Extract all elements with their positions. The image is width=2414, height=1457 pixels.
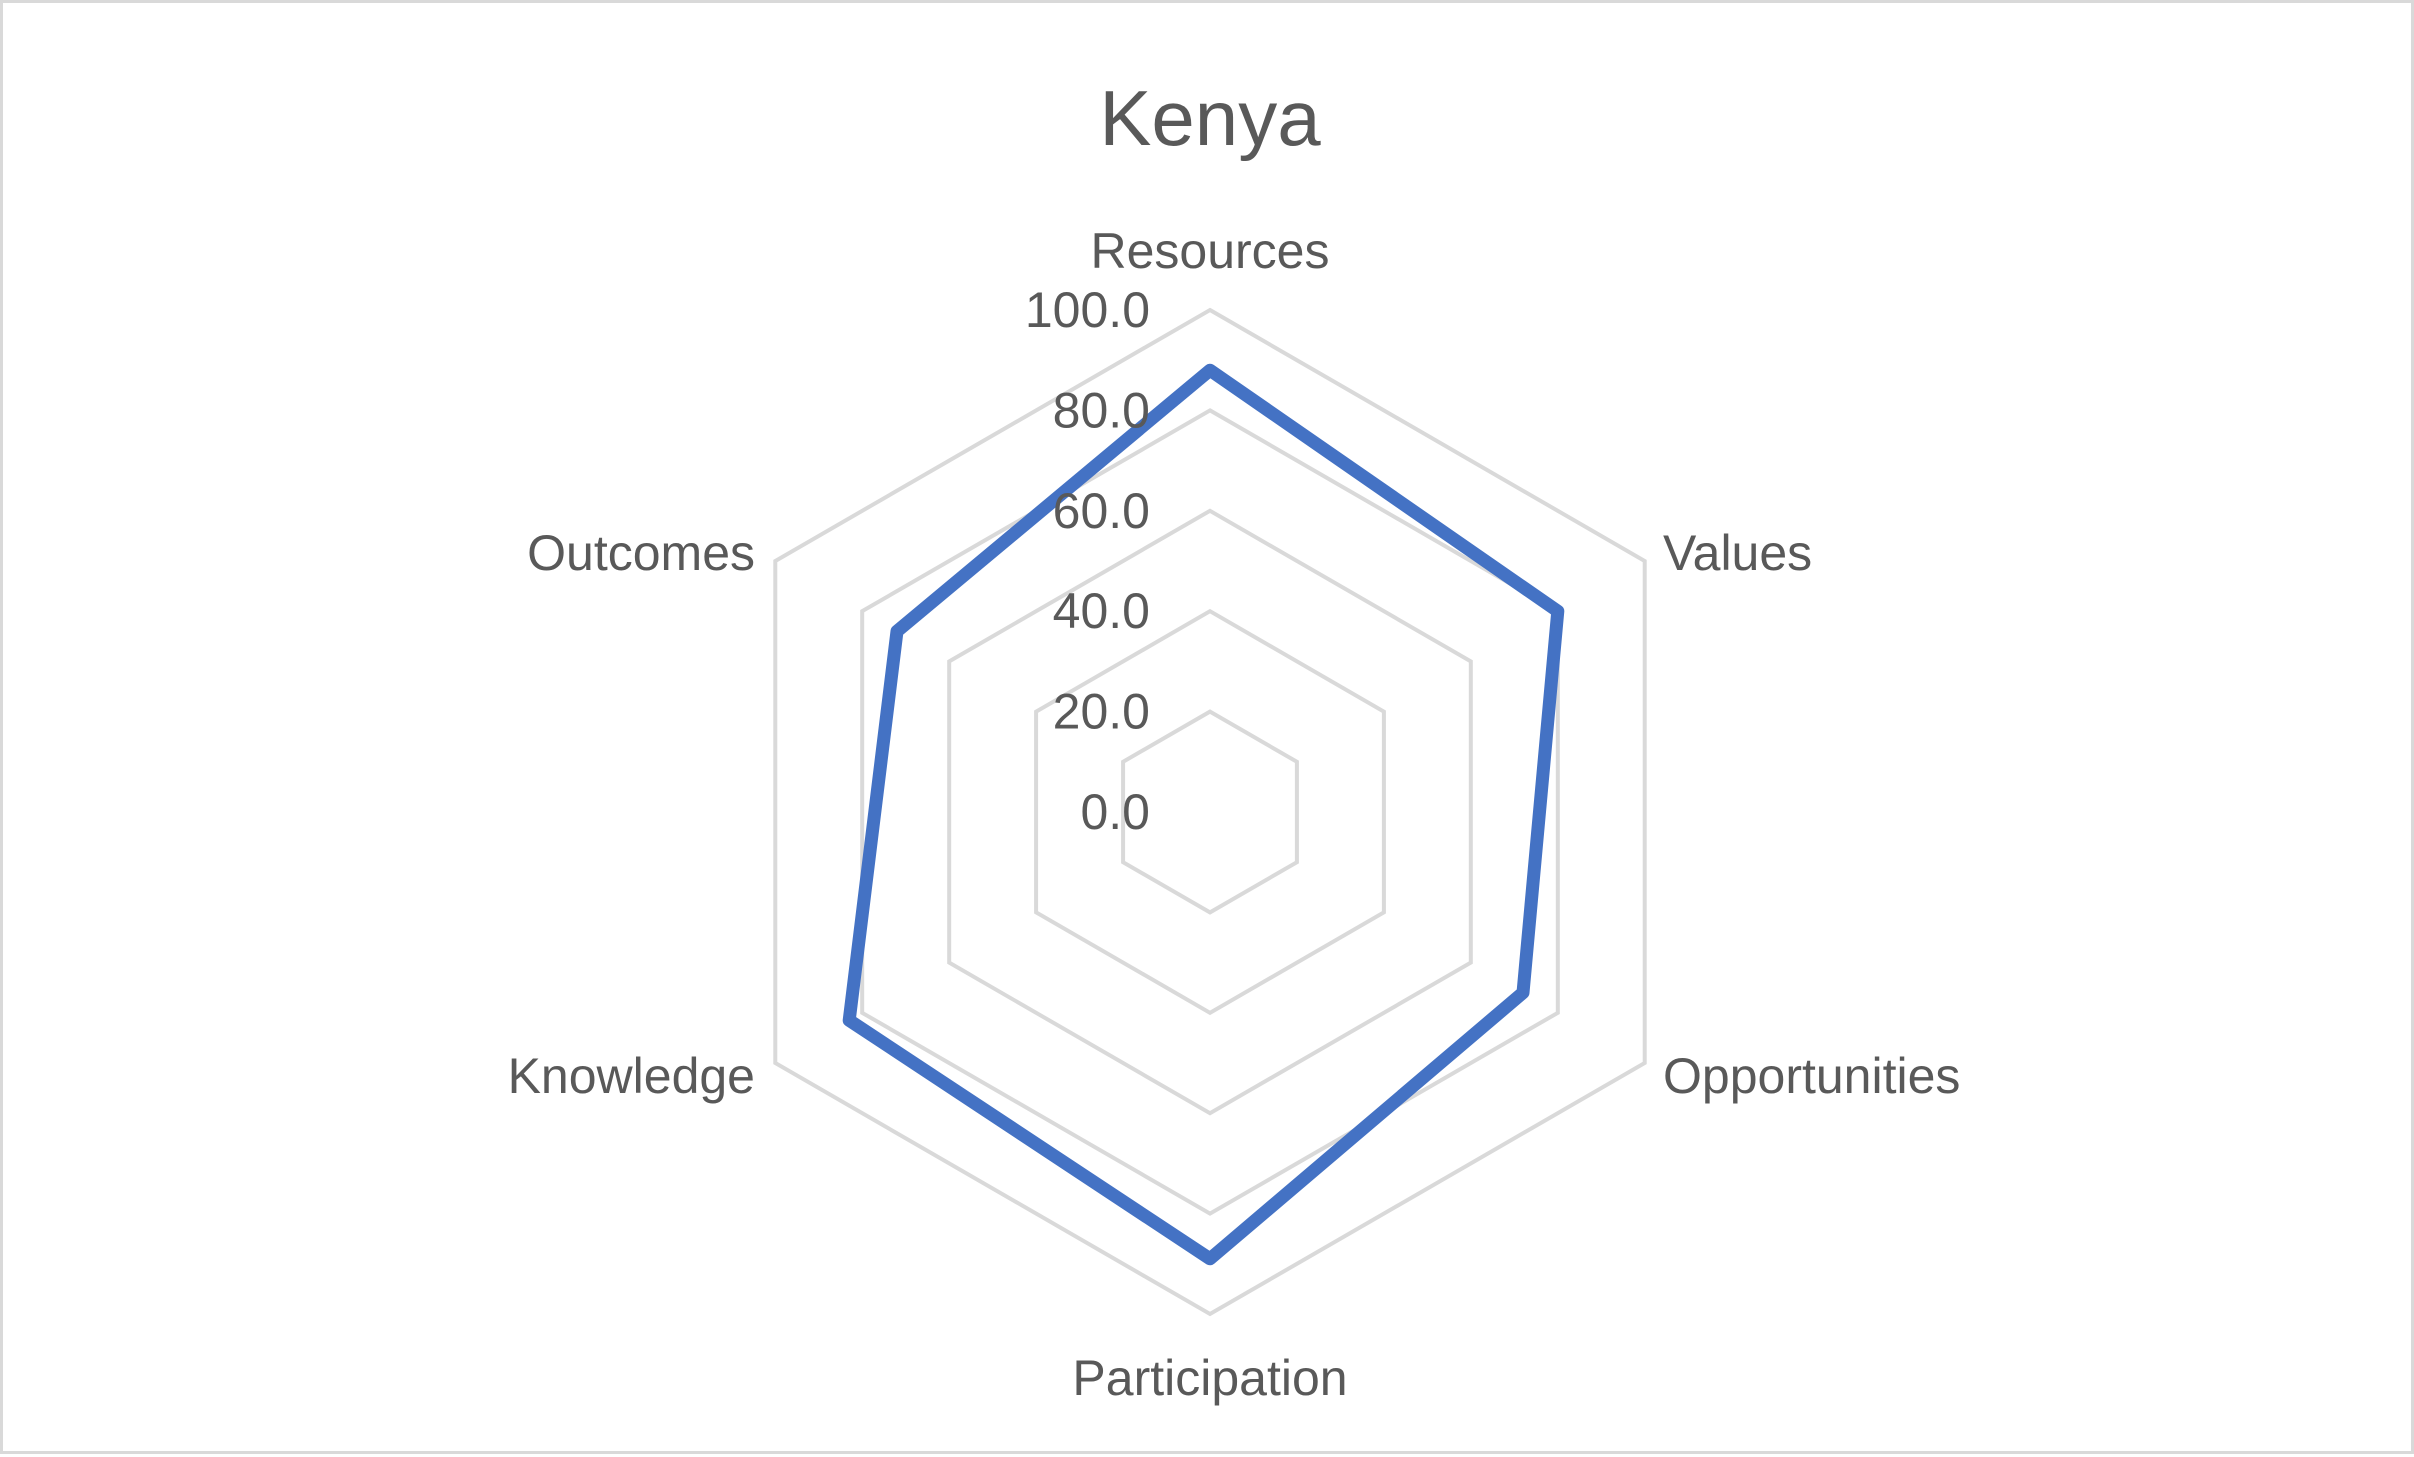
radial-tick-label: 0.0 xyxy=(1080,784,1150,840)
grid-ring xyxy=(1121,709,1299,915)
radial-tick-label: 60.0 xyxy=(1053,483,1150,539)
radial-tick-label: 100.0 xyxy=(1025,282,1150,338)
radial-tick-label: 80.0 xyxy=(1053,382,1150,438)
axis-labels: Resources Values Opportunities Participatio… xyxy=(508,223,1961,1406)
radial-tick-label: 20.0 xyxy=(1053,684,1150,740)
grid-ring xyxy=(947,508,1473,1116)
radial-tick-label: 40.0 xyxy=(1053,583,1150,639)
axis-label-participation: Participation xyxy=(1072,1350,1347,1406)
axis-label-opportunities: Opportunities xyxy=(1663,1048,1960,1104)
radar-grid xyxy=(773,307,1647,1317)
grid-ring xyxy=(773,307,1647,1317)
chart-title: Kenya xyxy=(1099,74,1321,162)
grid-ring xyxy=(1034,608,1386,1016)
axis-label-outcomes: Outcomes xyxy=(527,525,755,581)
series-layer xyxy=(842,363,1565,1266)
series-line xyxy=(842,363,1565,1266)
axis-label-knowledge: Knowledge xyxy=(508,1048,755,1104)
axis-label-values: Values xyxy=(1663,525,1812,581)
radial-tick-labels: 0.0 20.0 40.0 60.0 80.0 100.0 xyxy=(1025,282,1150,840)
axis-label-resources: Resources xyxy=(1091,223,1330,279)
radar-chart: Kenya Resources Values Opportunities Partic… xyxy=(508,74,1961,1406)
